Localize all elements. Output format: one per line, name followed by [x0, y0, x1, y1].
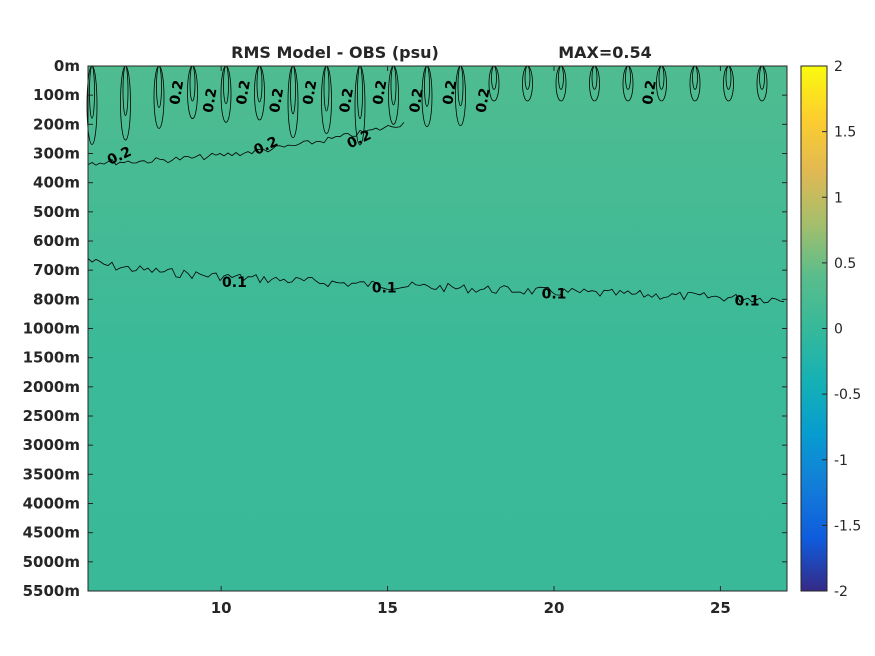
y-tick-label: 5000m [23, 553, 80, 571]
y-tick-label: 500m [33, 203, 80, 221]
contour-label: 0.2 [640, 79, 660, 106]
colorbar: 2 1.5 1 0.5 0 -0.5 -1 -1.5 -2 [800, 59, 861, 600]
contour-label: 0.2 [370, 79, 390, 106]
contour-label: 0.2 [300, 79, 320, 106]
y-tick-label: 4000m [23, 495, 80, 513]
x-tick-label: 15 [377, 599, 398, 617]
contour-line-0.1 [87, 258, 785, 304]
chart-title: RMS Model - OBS (psu) [231, 43, 439, 62]
contour-label: 0.1 [735, 294, 760, 310]
x-tick-label: 20 [544, 599, 565, 617]
colorbar-tick-label: 1.5 [834, 125, 856, 141]
colorbar-tick-label: 1 [834, 190, 843, 206]
y-tick-label: 4500m [23, 524, 80, 542]
colorbar-tick-label: 0 [834, 322, 843, 338]
y-tick-label: 300m [33, 145, 80, 163]
y-tick-label: 400m [33, 174, 80, 192]
y-tick-label: 1500m [23, 349, 80, 367]
y-tick-label: 700m [33, 261, 80, 279]
contour-label: 0.2 [440, 79, 460, 106]
y-tick-label: 3500m [23, 465, 80, 483]
colorbar-tick-label: -1.5 [834, 518, 861, 534]
colorbar-tick-label: 2 [834, 59, 843, 75]
x-tick-label: 10 [211, 599, 232, 617]
contour-label: 0.2 [267, 87, 287, 114]
colorbar-ticks: 2 1.5 1 0.5 0 -0.5 -1 -1.5 -2 [822, 59, 861, 600]
y-tick-label: 2000m [23, 378, 80, 396]
y-tick-label: 2500m [23, 407, 80, 425]
contour-label: 0.1 [542, 287, 567, 303]
chart-subtitle: MAX=0.54 [558, 43, 652, 62]
contour-label: 0.2 [337, 87, 357, 114]
y-tick-label: 1000m [23, 320, 80, 338]
contour-line-0.2 [87, 122, 405, 166]
y-axis: 0m 100m 200m 300m 400m 500m 600m 700m 800m 1000m 1… [23, 57, 787, 600]
y-tick-label: 3000m [23, 436, 80, 454]
y-tick-label: 800m [33, 290, 80, 308]
y-tick-label: 100m [33, 86, 80, 104]
plot-area: 0.2 0.2 0.2 0.2 0.2 0.2 0.2 0.2 0.2 0.2 0.20.2 0.2 0… [86, 65, 788, 592]
contour-label: 0.2 [473, 87, 493, 114]
salinity-rms-field [88, 66, 787, 591]
contour-label: 0.1 [372, 281, 397, 297]
colorbar-tick-label: 0.5 [834, 256, 856, 272]
y-tick-label: 600m [33, 232, 80, 250]
x-axis: 10 15 20 25 [211, 66, 731, 617]
contour-label: 0.2 [167, 79, 187, 106]
contour-label: 0.2 [201, 87, 221, 114]
y-tick-label: 0m [54, 57, 80, 75]
x-tick-label: 25 [710, 599, 731, 617]
colorbar-tick-label: -1 [834, 453, 848, 469]
contour-label: 0.2 [234, 79, 254, 106]
colorbar-tick-label: -2 [834, 584, 848, 600]
contour-label: 0.1 [222, 275, 247, 291]
contour-label: 0.2 [407, 87, 427, 114]
y-tick-label: 5500m [23, 582, 80, 600]
contour-labels: 0.2 0.2 0.2 0.2 0.2 0.2 0.2 0.2 0.2 0.2 0.20.2 0.2 0… [105, 79, 759, 310]
y-tick-label: 200m [33, 115, 80, 133]
colorbar-tick-label: -0.5 [834, 387, 861, 403]
